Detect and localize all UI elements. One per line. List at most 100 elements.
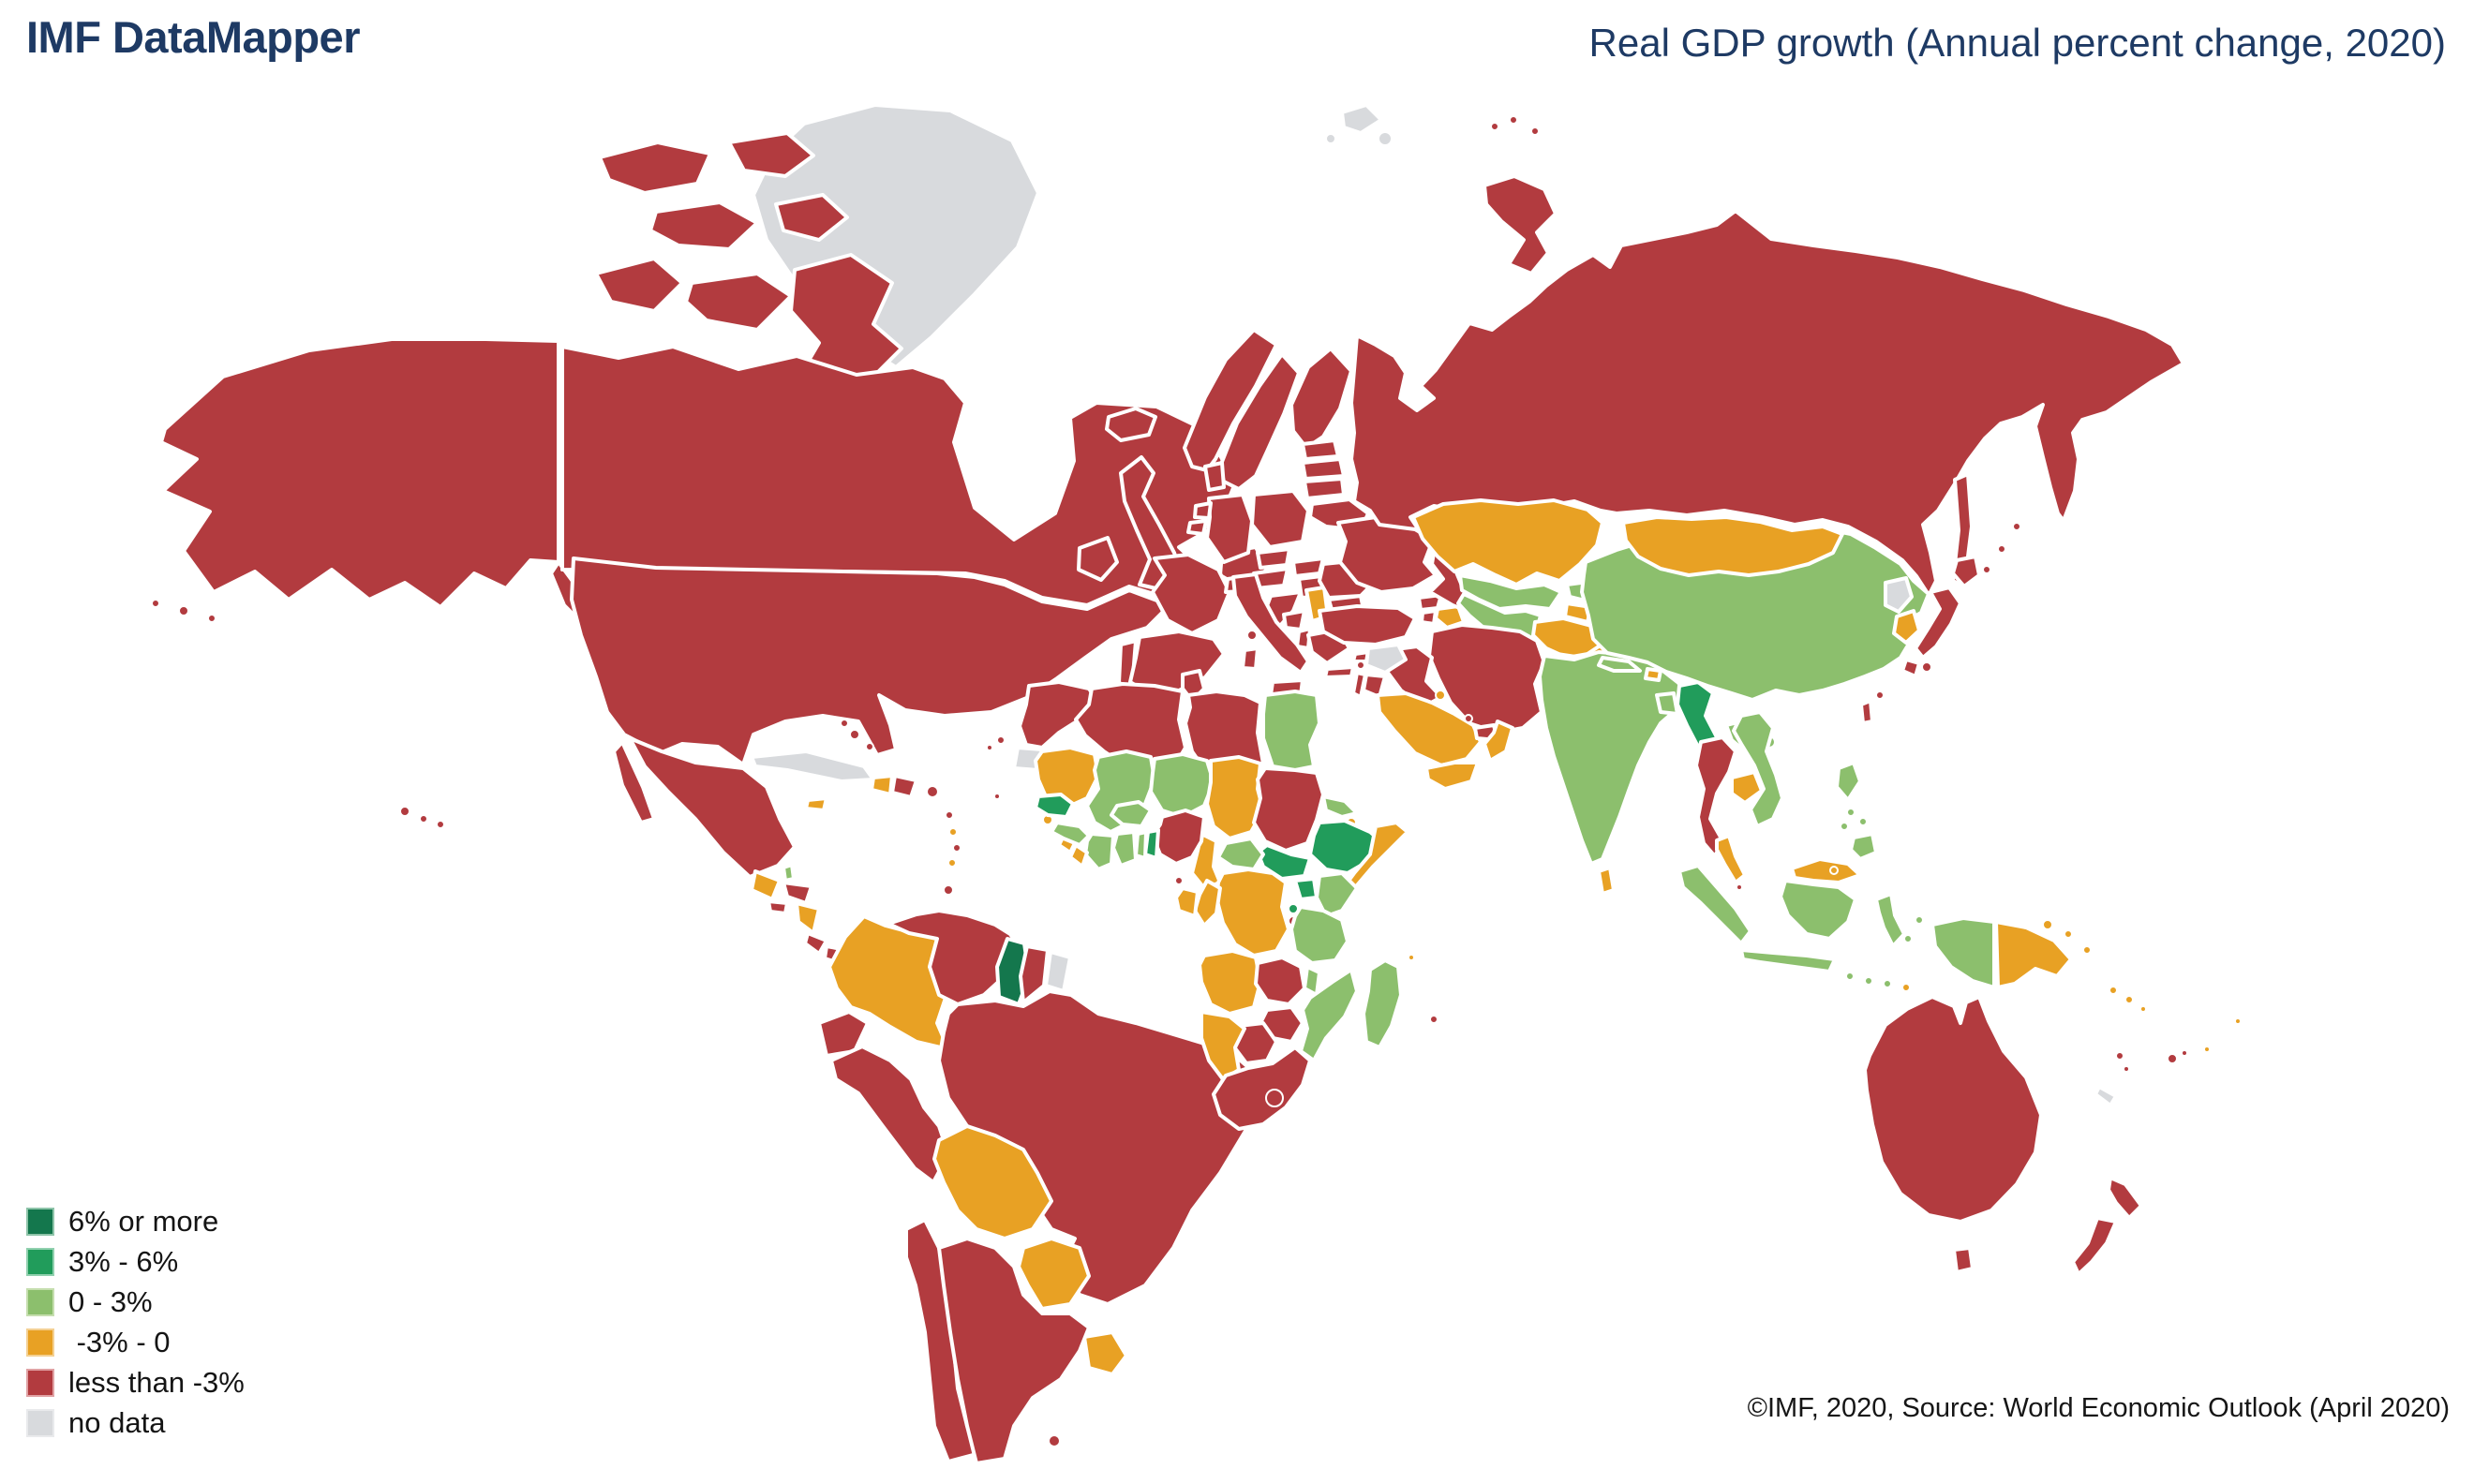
country-mozambique[interactable] [1299, 968, 1359, 1062]
legend-item-r[interactable]: less than -3% [26, 1366, 245, 1399]
country-sudan[interactable] [1252, 766, 1325, 853]
country-israel[interactable] [1351, 671, 1367, 699]
country-albania[interactable] [1295, 627, 1312, 650]
country-french-guiana[interactable] [1044, 950, 1072, 993]
country-cuba[interactable] [750, 749, 875, 783]
country-yemen[interactable] [1424, 761, 1480, 791]
country-finland[interactable] [1289, 347, 1353, 450]
country-franz-josef-land[interactable] [1530, 126, 1540, 136]
country-madagascar[interactable] [1362, 958, 1403, 1049]
country-canadian-arctic[interactable] [648, 200, 759, 251]
country-greece[interactable] [1323, 665, 1355, 679]
country-indonesia[interactable] [1915, 915, 1924, 925]
country-bahamas[interactable] [840, 719, 849, 728]
country-argentina[interactable] [937, 1237, 1091, 1465]
country-indonesia[interactable] [1903, 934, 1913, 943]
country-taiwan[interactable] [1859, 699, 1874, 725]
country-bolivia[interactable] [932, 1124, 1053, 1240]
country-angola[interactable] [1198, 949, 1262, 1016]
country-ghana[interactable] [1111, 830, 1138, 868]
country-suriname[interactable] [1019, 944, 1050, 1004]
country-canadian-arctic[interactable] [598, 141, 712, 195]
country-sri-lanka[interactable] [1597, 866, 1616, 896]
country-canadian-arctic[interactable] [727, 131, 815, 178]
country-eritrea[interactable] [1321, 794, 1359, 819]
country-belgium[interactable] [1186, 519, 1208, 536]
country-svalbard[interactable] [1378, 131, 1393, 146]
country-malaysia[interactable] [1790, 857, 1862, 884]
country-australia[interactable] [1952, 1246, 1975, 1274]
country-alaska[interactable] [178, 605, 189, 616]
country-papua-new-guinea[interactable] [2042, 919, 2053, 930]
country-svalbard[interactable] [1340, 103, 1383, 135]
country-mexico[interactable] [612, 740, 656, 824]
country-solomon-islands[interactable] [2139, 1005, 2147, 1013]
country-latvia[interactable] [1301, 457, 1346, 481]
country-denmark[interactable] [1203, 461, 1226, 492]
country-philippines[interactable] [1840, 822, 1849, 831]
country-tanzania[interactable] [1289, 905, 1349, 965]
country-syria[interactable] [1364, 643, 1408, 675]
country-cambodia[interactable] [1730, 770, 1764, 805]
country-bahamas[interactable] [849, 729, 860, 740]
country-guinea[interactable] [1050, 821, 1091, 847]
country-mauritania[interactable] [1034, 746, 1100, 809]
country-japan[interactable] [1900, 658, 1921, 678]
country-uruguay[interactable] [1082, 1330, 1128, 1376]
country-mexico[interactable] [628, 736, 797, 879]
country-italy[interactable] [1231, 572, 1310, 675]
country-indonesia[interactable] [1930, 916, 1996, 989]
country-russia[interactable] [1349, 209, 2185, 615]
country-japan[interactable] [1914, 586, 1962, 660]
country-new-caledonia[interactable] [2094, 1085, 2118, 1107]
country-comoros[interactable] [1408, 954, 1415, 961]
country-germany[interactable] [1205, 493, 1254, 564]
country-bangladesh[interactable] [1655, 691, 1679, 716]
country-canadian-arctic[interactable] [774, 193, 849, 242]
country-costa-rica[interactable] [803, 931, 828, 956]
country-lithuania[interactable] [1303, 477, 1346, 500]
country-fiji[interactable] [2181, 1049, 2188, 1057]
country-fiji[interactable] [2167, 1053, 2178, 1064]
country-haiti[interactable] [870, 774, 894, 796]
country-armenia[interactable] [1420, 609, 1438, 626]
country-russia[interactable] [1982, 565, 1991, 574]
country-malaysia[interactable] [1715, 834, 1747, 884]
legend-item-g36[interactable]: 3% - 6% [26, 1245, 245, 1278]
country-usa[interactable] [399, 806, 410, 817]
country-canadian-arctic[interactable] [594, 257, 684, 313]
country-usa[interactable] [436, 820, 445, 829]
country-franz-josef-land[interactable] [1490, 122, 1499, 131]
country-nepal[interactable] [1597, 656, 1642, 673]
legend-item-g03[interactable]: 0 - 3% [26, 1285, 245, 1318]
country-paraguay[interactable] [1017, 1237, 1091, 1311]
country-usa[interactable] [419, 814, 428, 824]
country-bahamas[interactable] [865, 742, 874, 751]
country-honduras[interactable] [782, 881, 813, 905]
country-australia[interactable] [1863, 995, 2043, 1224]
country-russia[interactable] [2012, 522, 2021, 531]
country-lesser-antilles-red[interactable] [945, 810, 954, 820]
country-morocco[interactable] [1018, 680, 1100, 749]
country-lesser-antilles-red[interactable] [952, 843, 961, 853]
country-dominican-republic[interactable] [890, 774, 918, 799]
country-burkina-faso[interactable] [1110, 800, 1153, 828]
country-philippines[interactable] [1835, 761, 1862, 802]
country-colombia[interactable] [827, 914, 950, 1051]
country-central-african-republic[interactable] [1216, 837, 1265, 871]
country-south-africa[interactable] [1212, 1046, 1312, 1131]
country-nicaragua[interactable] [795, 901, 821, 935]
country-japan[interactable] [1951, 555, 1981, 588]
country-france[interactable] [1151, 553, 1231, 635]
country-niger[interactable] [1149, 752, 1215, 819]
country-singapore[interactable] [1736, 883, 1743, 891]
country-el-salvador[interactable] [767, 899, 789, 915]
legend-item-nd[interactable]: no data [26, 1406, 245, 1439]
country-new-zealand[interactable] [2107, 1176, 2143, 1220]
country-iceland[interactable] [1105, 407, 1157, 442]
country-vanuatu[interactable] [2123, 1065, 2130, 1073]
country-brunei[interactable] [1829, 866, 1839, 875]
country-brazil[interactable] [937, 989, 1264, 1306]
country-philippines[interactable] [1849, 832, 1878, 861]
